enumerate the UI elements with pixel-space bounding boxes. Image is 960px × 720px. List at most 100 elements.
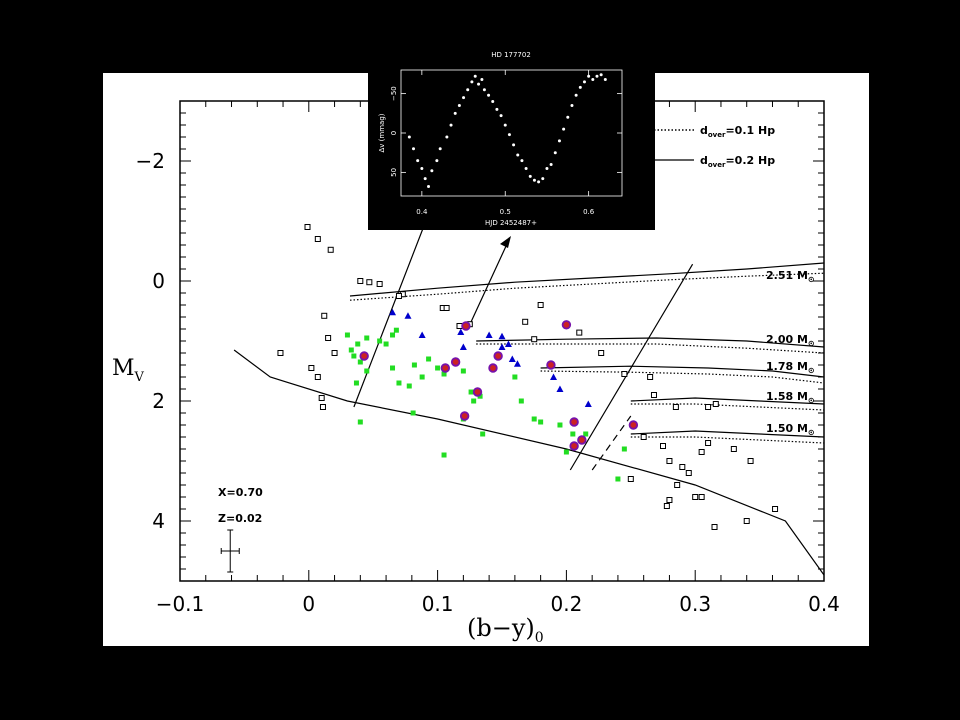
- data-point-green-square: [441, 452, 447, 458]
- inset-data-point: [591, 77, 595, 81]
- data-point-open-square: [531, 336, 538, 343]
- data-point-green-square: [344, 332, 350, 338]
- y-axis-label: MV: [112, 356, 145, 385]
- track-solid: [630, 430, 825, 438]
- data-point-open-square: [376, 281, 383, 287]
- x-tick-label: 0.1: [422, 592, 454, 616]
- inset-data-point: [537, 180, 541, 184]
- data-point-open-square: [443, 305, 450, 311]
- inset-data-point: [599, 73, 603, 77]
- data-point-circle: [569, 417, 579, 427]
- data-point-open-square: [627, 476, 634, 482]
- inset-data-point: [420, 166, 424, 170]
- data-point-circle: [472, 387, 483, 397]
- inset-y-tick-label: 0: [390, 131, 398, 135]
- track-mass-label: 2.00 M⊙: [766, 333, 815, 348]
- data-point-open-square: [692, 494, 699, 500]
- data-point-green-square: [406, 383, 412, 389]
- data-point-open-square: [747, 458, 754, 464]
- data-point-green-square: [357, 419, 363, 425]
- data-point-green-square: [357, 359, 363, 365]
- inset-data-point: [412, 147, 416, 151]
- inset-data-point: [562, 127, 566, 131]
- data-point-green-square: [396, 380, 402, 386]
- data-point-triangle: [498, 343, 506, 350]
- data-point-green-square: [355, 341, 361, 347]
- inset-data-point: [457, 103, 461, 107]
- data-point-green-square: [435, 365, 441, 371]
- track-solid: [630, 397, 825, 405]
- data-point-open-square: [711, 524, 718, 530]
- data-point-open-square: [666, 497, 673, 503]
- track-mass-label: 1.50 M⊙: [766, 422, 815, 437]
- inset-data-point: [520, 159, 524, 163]
- track-dotted: [349, 272, 825, 301]
- data-point-open-square: [730, 446, 737, 452]
- data-point-open-square: [650, 392, 657, 398]
- y-tick-label: 4: [152, 509, 165, 533]
- data-point-open-square: [318, 395, 325, 401]
- inset-data-point: [570, 103, 574, 107]
- data-point-triangle: [513, 360, 521, 367]
- data-point-open-square: [522, 318, 529, 325]
- inset-lightcurve: HD 177702 0.4 0.5 0.6 −50 0 50 HJD 2452487+ Δ…: [368, 47, 655, 230]
- data-point-green-square: [538, 419, 544, 425]
- data-point-open-square: [537, 302, 544, 308]
- data-point-circle: [461, 321, 471, 331]
- data-point-triangle: [584, 400, 592, 407]
- data-point-green-square: [364, 368, 370, 374]
- legend-label-dotted: dover=0.1 Hp: [700, 124, 775, 139]
- track-mass-label: 1.78 M⊙: [766, 360, 815, 375]
- annotation-z-comp: Z=0.02: [218, 512, 262, 525]
- data-point-open-square: [672, 404, 679, 410]
- data-point-open-square: [698, 494, 705, 500]
- track-dotted: [630, 403, 825, 411]
- inset-y-label: Δv (mmag): [378, 113, 386, 152]
- data-point-green-square: [621, 446, 627, 452]
- data-point-open-square: [621, 371, 628, 377]
- instability-strip-edge: [569, 263, 694, 471]
- inset-arrow: [470, 236, 511, 323]
- x-axis-label: (b−y)0: [467, 614, 544, 646]
- data-point-circle: [493, 351, 503, 361]
- track-dotted: [630, 436, 825, 444]
- inset-x-tick-label: 0.6: [583, 208, 595, 216]
- data-point-green-square: [410, 410, 416, 416]
- data-point-triangle: [459, 343, 467, 350]
- inset-data-point: [453, 111, 457, 115]
- inset-data-point: [553, 151, 557, 155]
- data-point-triangle: [498, 332, 506, 340]
- data-point-green-square: [512, 374, 518, 380]
- data-point-open-square: [319, 404, 326, 410]
- x-tick-label: 0.4: [808, 592, 840, 616]
- track-mass-label: 1.58 M⊙: [766, 390, 815, 405]
- data-point-open-square: [698, 449, 705, 455]
- track-dotted: [476, 343, 825, 354]
- data-point-open-square: [712, 401, 719, 407]
- data-point-circle: [546, 360, 556, 370]
- data-point-open-square: [705, 440, 712, 446]
- data-point-green-square: [411, 362, 417, 368]
- inset-data-point: [512, 143, 516, 147]
- data-point-open-square: [327, 246, 334, 253]
- data-point-open-square: [660, 443, 666, 449]
- inset-data-point: [495, 107, 499, 111]
- data-point-green-square: [348, 347, 354, 353]
- inset-background: [368, 47, 655, 230]
- data-point-open-square: [304, 224, 311, 230]
- data-point-open-square: [679, 464, 686, 470]
- data-point-open-square: [685, 470, 692, 476]
- data-point-open-square: [395, 293, 402, 299]
- data-point-open-square: [314, 236, 321, 242]
- track-mass-label: 2.51 M⊙: [766, 269, 815, 284]
- inset-data-point: [423, 177, 427, 181]
- data-point-green-square: [351, 353, 357, 359]
- inset-data-point: [557, 139, 561, 143]
- data-point-open-square: [357, 278, 364, 284]
- zams-line: [233, 349, 825, 576]
- data-point-open-square: [666, 458, 673, 464]
- data-point-open-square: [308, 365, 315, 371]
- data-point-open-square: [705, 404, 712, 410]
- inset-data-point: [482, 88, 486, 92]
- data-point-open-square: [743, 518, 750, 524]
